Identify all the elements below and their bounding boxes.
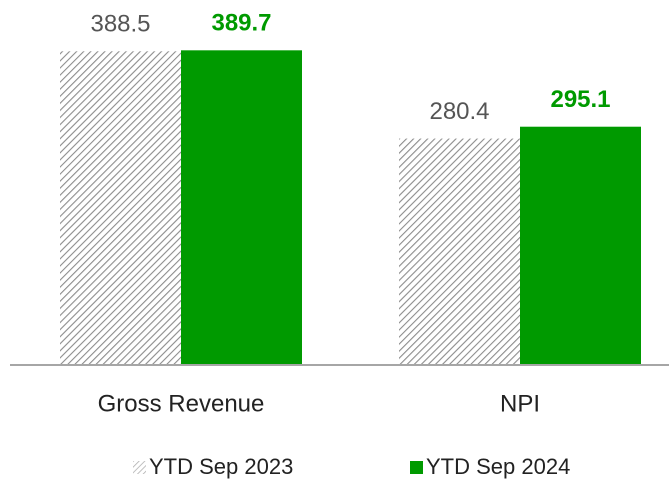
- x-tick-label: NPI: [500, 390, 540, 417]
- value-label: 295.1: [550, 86, 610, 113]
- value-label: 280.4: [429, 98, 489, 125]
- value-label: 388.5: [90, 11, 150, 38]
- legend-label: YTD Sep 2024: [426, 454, 570, 479]
- bar: [181, 50, 302, 365]
- bar: [399, 138, 520, 365]
- legend-label: YTD Sep 2023: [149, 454, 293, 479]
- bar: [520, 126, 641, 365]
- bar: [60, 51, 181, 365]
- legend-swatch: [133, 461, 146, 474]
- legend-swatch: [410, 461, 423, 474]
- x-tick-label: Gross Revenue: [98, 390, 265, 417]
- value-label: 389.7: [211, 10, 271, 37]
